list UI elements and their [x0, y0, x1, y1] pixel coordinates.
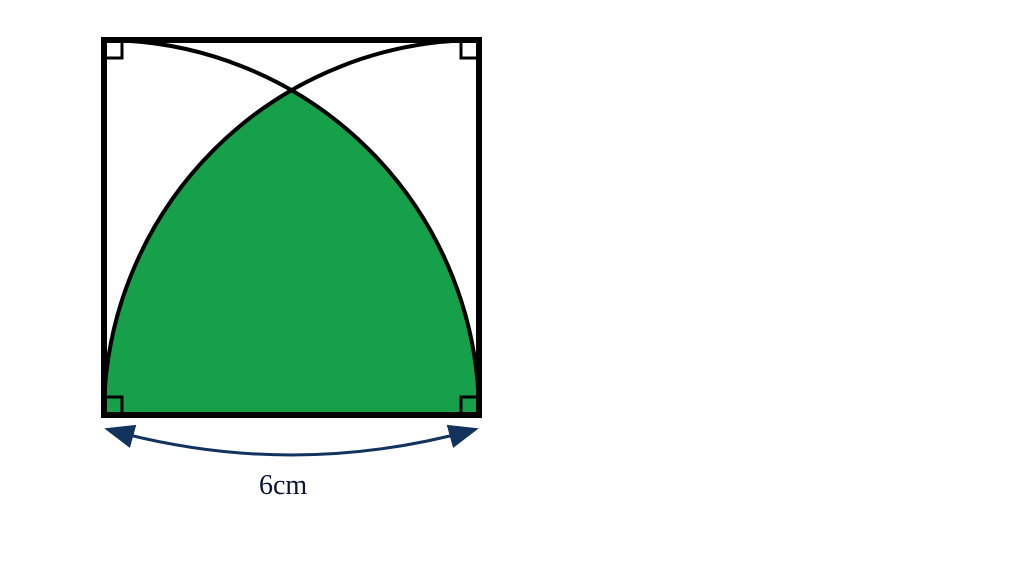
diagram-container: 6cm [0, 0, 1024, 576]
dimension-arrow [110, 430, 473, 455]
dimension-label: 6cm [259, 470, 307, 502]
geometry-diagram [0, 0, 1024, 576]
shaded-lens-region [104, 90, 479, 415]
